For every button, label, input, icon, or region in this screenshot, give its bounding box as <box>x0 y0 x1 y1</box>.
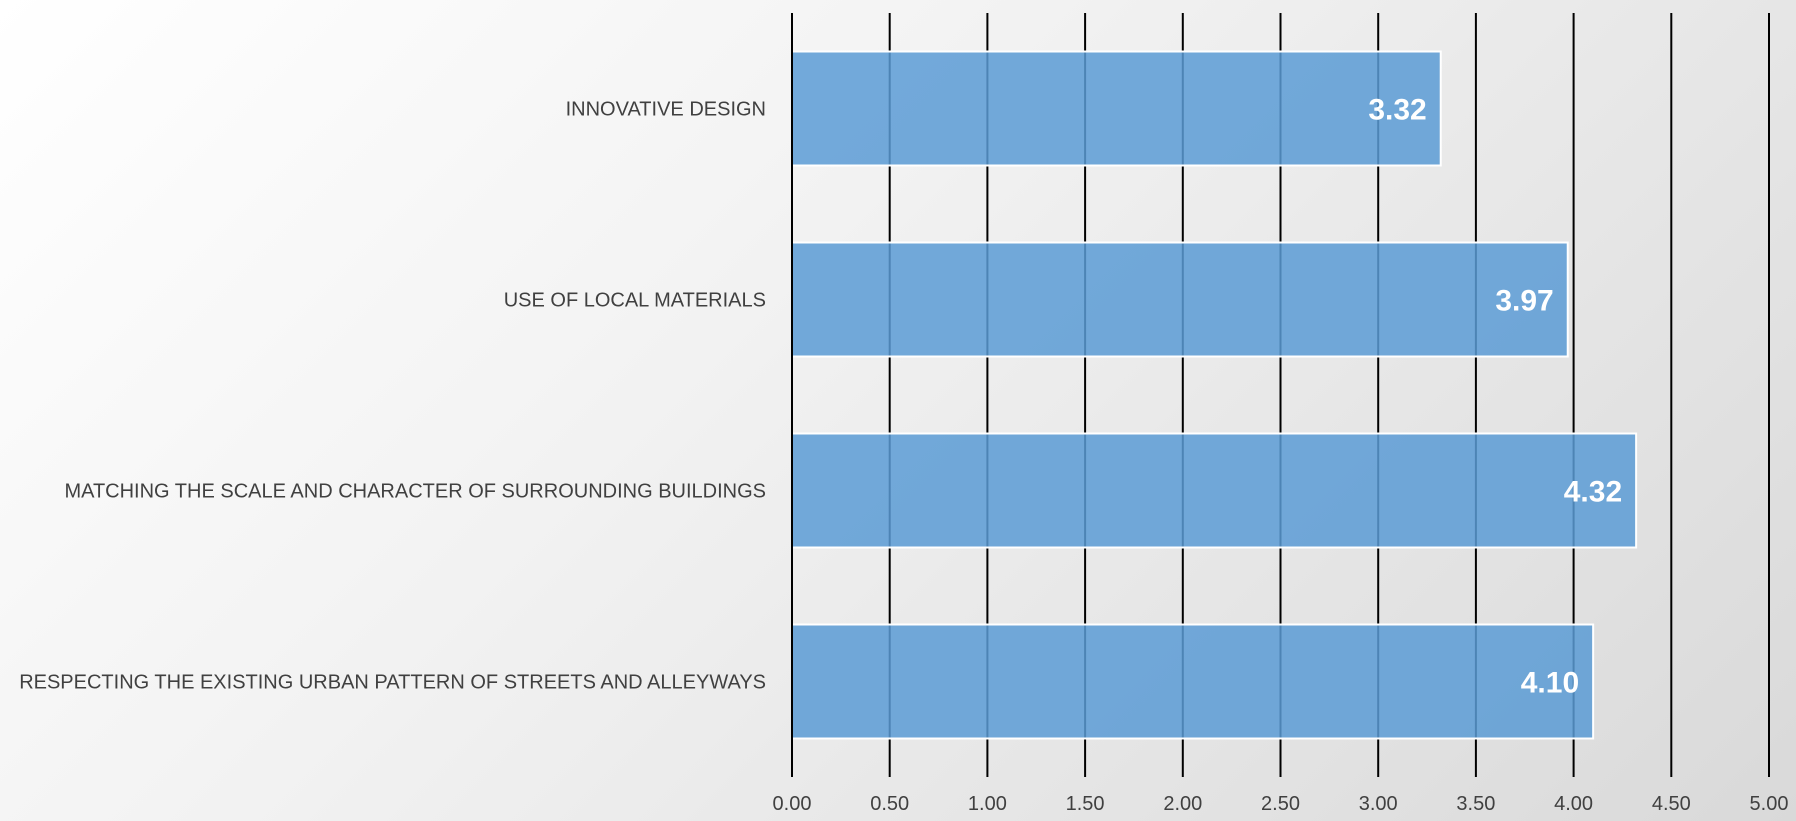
bar <box>791 50 1442 167</box>
x-tick-label: 3.50 <box>1456 793 1495 815</box>
data-label: 4.32 <box>1564 476 1622 509</box>
x-tick-label: 0.50 <box>870 793 909 815</box>
x-tick-label: 4.50 <box>1652 793 1691 815</box>
x-tick-label: 1.50 <box>1066 793 1105 815</box>
x-tick-label: 5.00 <box>1750 793 1789 815</box>
x-tick-label: 0.00 <box>773 793 812 815</box>
data-label: 3.97 <box>1495 285 1553 318</box>
bar <box>791 623 1595 740</box>
bar <box>791 432 1638 549</box>
bars <box>791 50 1638 740</box>
x-tick-label: 1.00 <box>968 793 1007 815</box>
x-tick-label: 3.00 <box>1359 793 1398 815</box>
category-label: MATCHING THE SCALE AND CHARACTER OF SURR… <box>64 481 766 503</box>
category-label: INNOVATIVE DESIGN <box>566 99 766 121</box>
x-tick-label: 2.50 <box>1261 793 1300 815</box>
data-label: 4.10 <box>1521 667 1579 700</box>
data-label: 3.32 <box>1368 94 1426 127</box>
labels: 0.00 0.50 1.00 1.50 2.00 2.50 3.00 3.50 4.00 4.50… <box>19 13 1788 815</box>
category-label: USE OF LOCAL MATERIALS <box>504 290 766 312</box>
x-tick-label: 2.00 <box>1163 793 1202 815</box>
bar <box>791 241 1569 358</box>
category-label: RESPECTING THE EXISTING URBAN PATTERN OF… <box>19 672 766 694</box>
x-tick-label: 4.00 <box>1554 793 1593 815</box>
